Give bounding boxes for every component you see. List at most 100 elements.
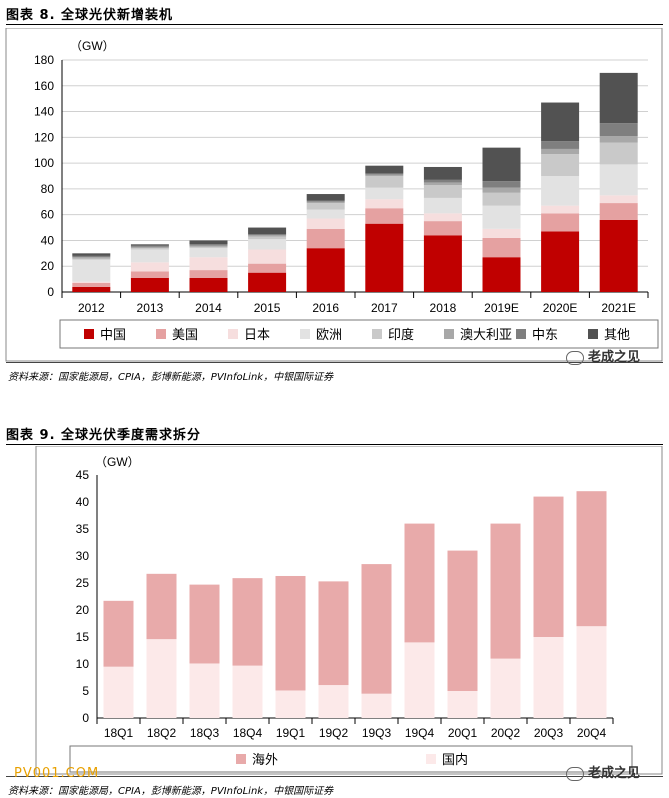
chart1-source: 资料来源：国家能源局，CPIA，彭博新能源，PVInfoLink，中银国际证券: [8, 372, 334, 383]
watermark-bottom: 老成之见: [566, 762, 640, 781]
bar-segment: [423, 179, 462, 183]
x-tick-label: 2012: [78, 301, 105, 315]
bar-segment: [72, 286, 111, 292]
bar-segment: [130, 245, 169, 247]
legend-label: 澳大利亚: [460, 327, 512, 342]
bar-segment: [130, 262, 169, 272]
x-tick-label: 20Q2: [491, 726, 521, 740]
bar-segment: [482, 205, 521, 229]
bar-segment: [423, 221, 462, 236]
legend-label: 其他: [604, 327, 630, 342]
bar-segment: [275, 575, 306, 691]
bar-segment: [72, 257, 111, 259]
bar-segment: [248, 272, 287, 292]
unit-label: （GW）: [95, 455, 140, 469]
bar-segment: [306, 209, 345, 219]
legend-box: [69, 745, 633, 773]
bar-segment: [189, 240, 228, 245]
x-tick-label: 2017: [371, 301, 398, 315]
chart1-bottom-rule: [6, 362, 663, 363]
bar-segment: [306, 203, 345, 210]
bar-segment: [130, 246, 169, 249]
wechat-icon: [566, 350, 584, 365]
bar-segment: [541, 231, 580, 292]
bar-segment: [130, 244, 169, 246]
bar-segment: [146, 639, 177, 718]
bar-segment: [189, 244, 228, 246]
bar-segment: [541, 176, 580, 206]
bar-segment: [365, 176, 404, 188]
legend-label: 欧洲: [316, 327, 342, 342]
bar-segment: [404, 523, 435, 643]
legend-label: 美国: [172, 327, 198, 342]
x-tick-label: 18Q2: [147, 726, 177, 740]
x-tick-label: 18Q1: [104, 726, 134, 740]
chart2: 0 5 10 15 20 25 30 35 40 45 （GW） 18Q1 18Q2 18Q3 18Q4 19…: [35, 446, 663, 775]
bar-segment: [306, 248, 345, 292]
legend-label: 中东: [532, 327, 558, 342]
bar-segment: [189, 257, 228, 271]
legend-box: [59, 319, 659, 349]
bar-segment: [306, 218, 345, 229]
bar-segment: [248, 249, 287, 264]
bar-segment: [482, 237, 521, 258]
y-tick-label: 40: [41, 233, 55, 247]
bar-segment: [423, 213, 462, 222]
bar-segment: [72, 253, 111, 256]
wechat-icon: [566, 766, 584, 781]
bar-segment: [232, 578, 263, 666]
bar-segment: [365, 173, 404, 175]
bar-segment: [248, 239, 287, 250]
legend-label: 印度: [388, 327, 414, 342]
watermark-text: 老成之见: [588, 350, 641, 365]
bar-segment: [482, 187, 521, 193]
legend-swatch: [372, 329, 382, 339]
bar-segment: [365, 165, 404, 174]
bar-segment: [490, 523, 521, 659]
bar-segment: [423, 185, 462, 198]
watermark-text: 老成之见: [588, 766, 641, 781]
chart2-bottom-rule: [6, 776, 663, 777]
bar-segment: [482, 192, 521, 206]
bar-segment: [541, 213, 580, 232]
bar-segment: [365, 187, 404, 200]
bar-segment: [599, 164, 638, 196]
bar-segment: [248, 263, 287, 273]
bar-segment: [576, 626, 607, 718]
plot-frame: [5, 28, 663, 362]
bar-segment: [72, 259, 111, 282]
legend-label: 海外: [252, 752, 278, 767]
x-tick-label: 2014: [195, 301, 222, 315]
bar-segment: [306, 200, 345, 202]
bar-segment: [72, 282, 111, 287]
plot-frame: [35, 446, 663, 775]
bar-segment: [423, 166, 462, 180]
bar-segment: [306, 228, 345, 249]
bar-segment: [130, 248, 169, 250]
bar-segment: [189, 663, 220, 718]
bar-segment: [365, 199, 404, 209]
bar-segment: [404, 642, 435, 718]
y-tick-label: 160: [34, 79, 54, 93]
bar-segment: [541, 154, 580, 176]
x-tick-label: 19Q4: [405, 726, 435, 740]
x-tick-label: 19Q3: [362, 726, 392, 740]
bar-segment: [482, 181, 521, 188]
chart2-source: 资料来源：国家能源局，CPIA，彭博新能源，PVInfoLink，中银国际证券: [8, 786, 334, 797]
bar-segment: [599, 195, 638, 204]
bar-segment: [130, 277, 169, 292]
bar-segment: [103, 600, 134, 667]
bar-segment: [318, 685, 349, 718]
bar-segment: [189, 584, 220, 664]
bar-segment: [365, 174, 404, 176]
bar-segment: [533, 637, 564, 718]
bar-segment: [599, 219, 638, 292]
chart2-title-rule: [6, 444, 663, 445]
legend-swatch: [444, 329, 454, 339]
unit-label: （GW）: [70, 39, 115, 53]
bar-segment: [72, 255, 111, 258]
bar-segment: [306, 194, 345, 201]
chart1-title-rule: [6, 24, 663, 25]
legend-swatch: [300, 329, 310, 339]
bar-segment: [365, 208, 404, 224]
